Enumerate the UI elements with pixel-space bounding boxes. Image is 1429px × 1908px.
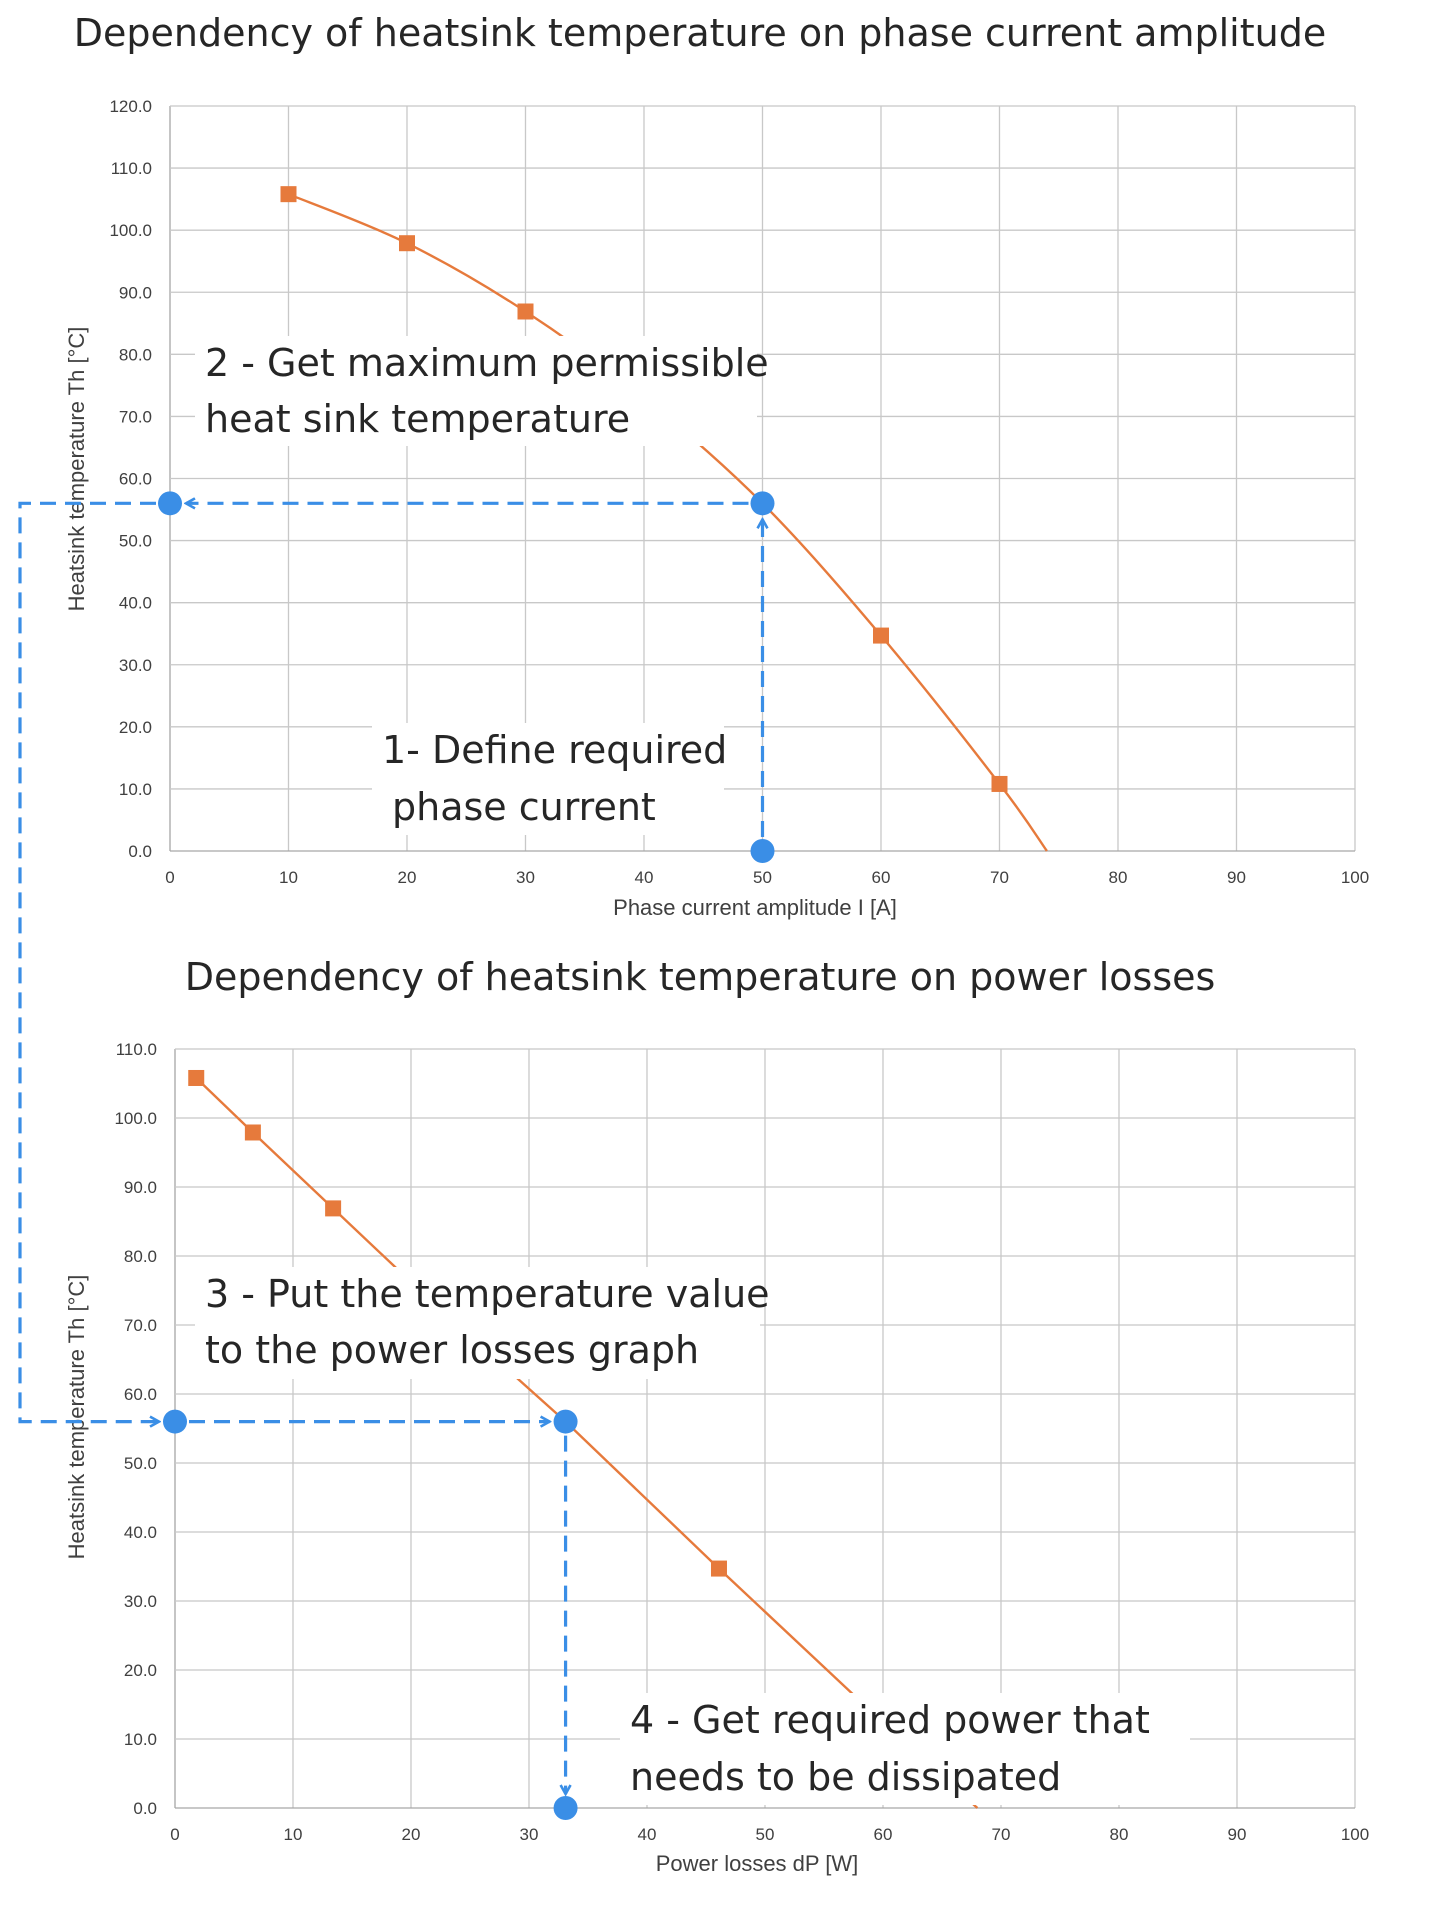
y-tick-label: 60.0	[119, 470, 152, 489]
y-axis-label: Heatsink temperature Th [°C]	[64, 1275, 89, 1560]
guide-marker	[158, 491, 182, 516]
chart-title: Dependency of heatsink temperature on ph…	[74, 11, 1326, 55]
x-tick-label: 60	[872, 868, 891, 887]
data-point	[710, 1560, 727, 1577]
y-tick-label: 20.0	[119, 718, 152, 737]
x-tick-label: 20	[402, 1825, 421, 1844]
x-tick-label: 40	[635, 868, 654, 887]
annotation-background	[620, 1693, 1190, 1805]
guide-marker	[553, 1409, 578, 1434]
y-tick-label: 30.0	[124, 1592, 157, 1611]
data-point	[325, 1200, 342, 1217]
connector-line	[18, 501, 159, 1421]
annotation-background	[372, 723, 724, 835]
y-tick-labels: 0.0 10.0 20.0 30.0 40.0 50.0 60.0 70.0 80.0 90.0 1…	[109, 97, 152, 861]
y-tick-label: 80.0	[119, 345, 152, 364]
x-tick-label: 30	[520, 1825, 539, 1844]
x-tick-label: 10	[279, 868, 298, 887]
x-tick-label: 20	[398, 868, 417, 887]
y-tick-label: 10.0	[119, 780, 152, 799]
y-tick-label: 50.0	[119, 532, 152, 551]
y-tick-label: 90.0	[119, 283, 152, 302]
x-tick-labels: 0 10 20 30 40 50 60 70 80 90 100	[165, 868, 1369, 887]
guide-marker	[750, 491, 775, 516]
y-tick-label: 120.0	[109, 97, 152, 116]
x-tick-label: 70	[990, 868, 1009, 887]
y-tick-label: 50.0	[124, 1454, 157, 1473]
data-point	[399, 235, 415, 252]
series-line	[288, 193, 1048, 852]
annotation-line: 1- Define required	[382, 728, 727, 772]
y-tick-label: 70.0	[119, 407, 152, 426]
data-point	[873, 627, 889, 644]
y-tick-label: 80.0	[124, 1247, 157, 1266]
annotation-line: phase current	[392, 785, 656, 829]
y-tick-label: 100.0	[114, 1109, 157, 1128]
y-tick-label: 0.0	[128, 842, 152, 861]
x-tick-label: 80	[1109, 868, 1128, 887]
chart-phase-current: Dependency of heatsink temperature on ph…	[64, 11, 1369, 920]
x-tick-label: 10	[284, 1825, 303, 1844]
y-axis-label: Heatsink temperature Th [°C]	[64, 327, 89, 612]
chart-title: Dependency of heatsink temperature on po…	[185, 955, 1216, 999]
y-tick-label: 40.0	[124, 1523, 157, 1542]
guide-lines	[158, 491, 775, 863]
data-point	[517, 303, 534, 320]
data-point	[244, 1124, 261, 1141]
x-tick-label: 70	[992, 1825, 1011, 1844]
annotation-line: heat sink temperature	[205, 397, 630, 441]
data-point	[188, 1069, 205, 1086]
x-tick-label: 30	[516, 868, 535, 887]
guide-marker	[163, 1409, 187, 1434]
x-tick-label: 100	[1341, 868, 1369, 887]
annotation-step-1: 1- Define required phase current	[372, 723, 727, 835]
annotation-step-4: 4 - Get required power that needs to be …	[620, 1693, 1190, 1805]
x-tick-label: 0	[170, 1825, 179, 1844]
annotation-line: to the power losses graph	[205, 1328, 699, 1372]
y-tick-label: 100.0	[109, 221, 152, 240]
y-tick-label: 30.0	[119, 656, 152, 675]
y-tick-label: 110.0	[111, 159, 152, 178]
annotation-step-2: 2 - Get maximum permissible heat sink te…	[195, 336, 769, 446]
x-tick-label: 0	[165, 868, 174, 887]
y-tick-label: 20.0	[124, 1661, 157, 1680]
x-axis-label: Power losses dP [W]	[656, 1851, 859, 1876]
annotation-step-3: 3 - Put the temperature value to the pow…	[195, 1267, 770, 1379]
x-axis-label: Phase current amplitude I [A]	[613, 895, 897, 920]
annotation-line: 2 - Get maximum permissible	[205, 341, 769, 385]
x-tick-label: 50	[756, 1825, 775, 1844]
y-tick-label: 90.0	[124, 1178, 157, 1197]
guide-lines	[163, 1409, 578, 1820]
chart-power-losses: Dependency of heatsink temperature on po…	[64, 955, 1369, 1876]
y-tick-label: 0.0	[133, 1799, 157, 1818]
x-tick-label: 100	[1341, 1825, 1369, 1844]
y-tick-labels: 0.0 10.0 20.0 30.0 40.0 50.0 60.0 70.0 80.0 90.0 1…	[114, 1040, 157, 1818]
x-tick-label: 50	[753, 868, 772, 887]
y-tick-label: 70.0	[124, 1316, 157, 1335]
x-tick-label: 90	[1228, 1825, 1247, 1844]
y-tick-label: 110.0	[116, 1040, 157, 1059]
y-tick-label: 10.0	[124, 1730, 157, 1749]
data-point	[280, 186, 297, 203]
x-tick-label: 40	[638, 1825, 657, 1844]
y-tick-label: 40.0	[119, 594, 152, 613]
x-tick-label: 80	[1110, 1825, 1129, 1844]
guide-marker	[750, 839, 775, 863]
connector-guide	[18, 501, 159, 1421]
annotation-line: needs to be dissipated	[630, 1755, 1061, 1799]
x-tick-label: 90	[1227, 868, 1246, 887]
annotation-background	[195, 336, 757, 446]
x-tick-label: 60	[874, 1825, 893, 1844]
data-point	[991, 775, 1008, 792]
annotation-background	[195, 1267, 760, 1379]
y-tick-label: 60.0	[124, 1385, 157, 1404]
x-tick-labels: 0 10 20 30 40 50 60 70 80 90 100	[170, 1825, 1369, 1844]
annotation-line: 3 - Put the temperature value	[205, 1272, 770, 1316]
annotation-line: 4 - Get required power that	[630, 1698, 1150, 1742]
guide-marker	[553, 1796, 578, 1820]
